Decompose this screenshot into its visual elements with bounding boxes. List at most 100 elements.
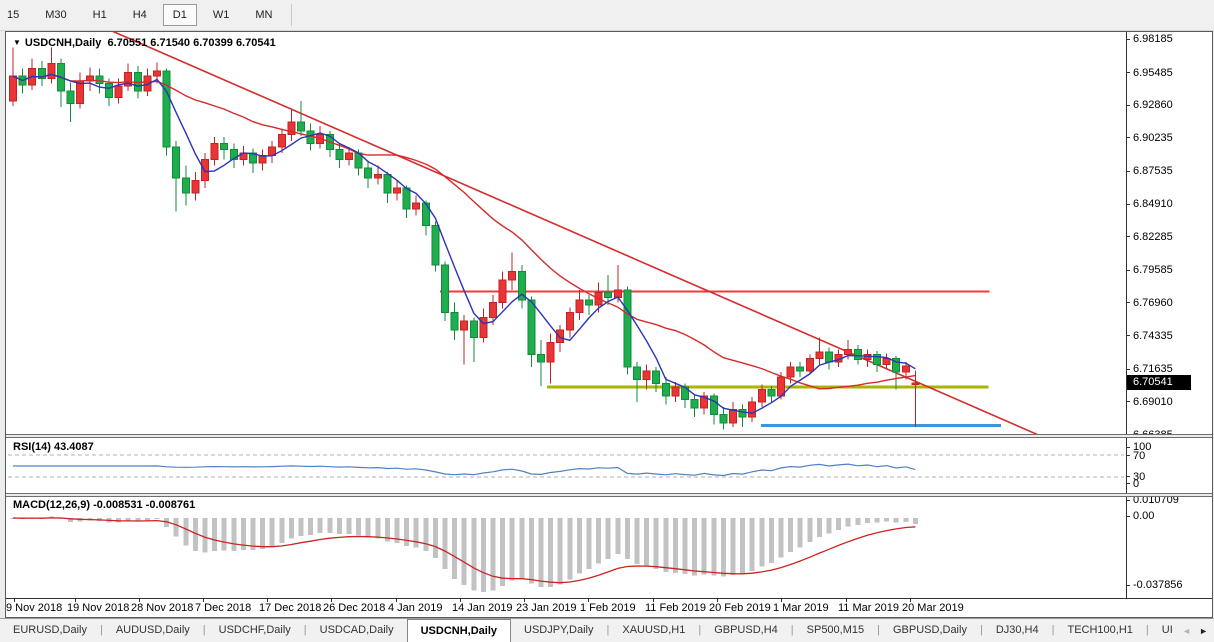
- axis-tick-mark: [1126, 476, 1130, 477]
- chart-menu-arrow-icon[interactable]: ▼: [13, 38, 21, 47]
- time-axis-label: 19 Nov 2018: [67, 602, 130, 614]
- time-axis-label: 20 Mar 2019: [902, 602, 964, 614]
- macd-axis-label: 0.00: [1133, 510, 1155, 522]
- price-axis-label: 6.79585: [1133, 264, 1173, 277]
- time-axis-label: 1 Mar 2019: [773, 602, 829, 614]
- price-axis-line: [1126, 32, 1127, 598]
- time-axis-label: 1 Feb 2019: [580, 602, 636, 614]
- tab-eurusd-daily[interactable]: EURUSD,Daily: [13, 624, 87, 636]
- tab-gbpusd-h4[interactable]: GBPUSD,H4: [714, 624, 778, 636]
- time-axis-tick: [75, 598, 76, 602]
- axis-tick-mark: [1126, 515, 1130, 517]
- pane-separator-rsi[interactable]: [6, 434, 1212, 438]
- time-axis-label: 4 Jan 2019: [388, 602, 443, 614]
- ohlc-high: 6.71540: [150, 37, 191, 49]
- time-axis-label: 28 Nov 2018: [131, 602, 194, 614]
- rsi-label: RSI(14) 43.4087: [13, 441, 94, 453]
- axis-tick-mark: [1126, 584, 1130, 586]
- tab-separator: |: [202, 624, 206, 636]
- pane-separator-macd[interactable]: [6, 493, 1212, 497]
- tab-usdjpy-daily[interactable]: USDJPY,Daily: [524, 624, 594, 636]
- tab-usdchf-daily[interactable]: USDCHF,Daily: [218, 624, 291, 636]
- tab-usdcad-daily[interactable]: USDCAD,Daily: [319, 624, 394, 636]
- axis-tick-mark: [1126, 104, 1130, 106]
- tab-dj30-h4[interactable]: DJ30,H4: [995, 624, 1039, 636]
- time-axis-label: 14 Jan 2019: [452, 602, 513, 614]
- axis-tick-mark: [1126, 401, 1130, 403]
- axis-tick-mark: [1126, 499, 1130, 501]
- tab-sp500-m15[interactable]: SP500,M15: [806, 624, 865, 636]
- timeframe-button-H1[interactable]: H1: [92, 9, 107, 21]
- price-axis-label: 6.69010: [1133, 395, 1173, 408]
- time-axis-label: 11 Mar 2019: [838, 602, 899, 614]
- price-axis-label: 6.92860: [1133, 99, 1173, 112]
- tab-separator: |: [303, 624, 307, 636]
- rsi-axis-label: 70: [1133, 449, 1146, 462]
- tab-usdcnh-daily[interactable]: USDCNH,Daily: [406, 619, 512, 642]
- time-axis-label: 7 Dec 2018: [195, 602, 252, 614]
- timeframe-button-M30[interactable]: M30: [45, 9, 67, 21]
- price-axis-label: 6.82285: [1133, 230, 1173, 243]
- price-axis-label: 6.84910: [1133, 198, 1173, 211]
- ma-fast: [12, 73, 916, 414]
- price-axis-label: 6.95485: [1133, 66, 1173, 79]
- axis-tick-mark: [1126, 170, 1130, 172]
- tab-tech100-h1[interactable]: TECH100,H1: [1067, 624, 1133, 636]
- timeframe-button-W1[interactable]: W1: [212, 9, 230, 21]
- chart-window[interactable]: ▼ USDCNH,Daily 6.70551 6.71540 6.70399 6.…: [5, 31, 1213, 618]
- axis-tick-mark: [1126, 203, 1130, 205]
- rsi-axis-label: 100: [1133, 441, 1152, 453]
- toolbar-separator: [291, 4, 293, 26]
- rsi-axis-label: 0: [1133, 477, 1140, 490]
- time-axis-tick: [717, 598, 718, 602]
- tab-separator: |: [1051, 624, 1055, 636]
- axis-tick-mark: [1126, 137, 1130, 139]
- tab-separator: |: [877, 624, 880, 636]
- rsi-axis-label: 30: [1133, 470, 1146, 483]
- timeframe-button-MN[interactable]: MN: [255, 9, 273, 21]
- time-axis-tick: [653, 598, 654, 602]
- time-axis-tick: [203, 598, 204, 602]
- price-axis-label: 6.87535: [1133, 165, 1173, 178]
- price-axis-label: 6.71635: [1133, 363, 1173, 376]
- time-axis-label: 9 Nov 2018: [6, 602, 63, 614]
- ohlc-low: 6.70399: [193, 37, 233, 49]
- chart-title: ▼ USDCNH,Daily 6.70551 6.71540 6.70399 6.…: [13, 37, 276, 49]
- time-axis-tick: [524, 598, 525, 602]
- price-axis-label: 6.76960: [1133, 296, 1173, 309]
- tab-separator: |: [99, 624, 103, 636]
- time-axis-label: 11 Feb 2019: [645, 602, 706, 614]
- macd-axis-label: -0.037856: [1133, 579, 1183, 591]
- tab-scroll-left-icon[interactable]: ◄: [1182, 626, 1192, 636]
- tab-separator: |: [1145, 624, 1149, 636]
- time-axis-label: 17 Dec 2018: [259, 602, 322, 614]
- tab-scroll-right-icon[interactable]: ►: [1199, 626, 1208, 636]
- axis-tick-mark: [1126, 302, 1130, 304]
- timeframe-button-D1[interactable]: D1: [162, 4, 197, 26]
- time-axis-tick: [331, 598, 332, 602]
- chart-symbol: USDCNH,Daily: [24, 37, 102, 49]
- timeframe-button-H4[interactable]: H4: [132, 9, 147, 21]
- axis-tick-mark: [1126, 236, 1130, 238]
- price-axis-label: 6.98185: [1133, 33, 1173, 45]
- price-axis-label: 6.90235: [1133, 131, 1173, 144]
- axis-tick-mark: [1126, 72, 1130, 74]
- tab-audusd-daily[interactable]: AUDUSD,Daily: [115, 624, 190, 636]
- timeframe-button-15[interactable]: 15: [7, 9, 20, 21]
- price-chart-canvas[interactable]: [6, 32, 1126, 598]
- axis-tick-mark: [1126, 483, 1130, 484]
- tab-xauusd-h1[interactable]: XAUUSD,H1: [622, 624, 686, 636]
- tab-ui[interactable]: UI: [1161, 624, 1173, 636]
- timeframe-toolbar: 15 M30 H1 H4 D1 W1 MN: [0, 0, 1214, 31]
- ohlc-close: 6.70541: [235, 37, 276, 49]
- axis-tick-mark: [1126, 446, 1130, 448]
- horizontal-lines: [440, 290, 1001, 428]
- candles: [9, 47, 920, 430]
- tab-gbpusd-daily[interactable]: GBPUSD,Daily: [892, 624, 967, 636]
- time-axis-tick: [14, 598, 15, 602]
- symbol-tab-bar: EURUSD,Daily | AUDUSD,Daily | USDCHF,Daily | U…: [0, 618, 1214, 642]
- price-axis-label: 6.74335: [1133, 329, 1173, 342]
- macd-label: MACD(12,26,9) -0.008531 -0.008761: [13, 499, 196, 511]
- time-axis-tick: [588, 598, 589, 602]
- tab-separator: |: [790, 624, 794, 636]
